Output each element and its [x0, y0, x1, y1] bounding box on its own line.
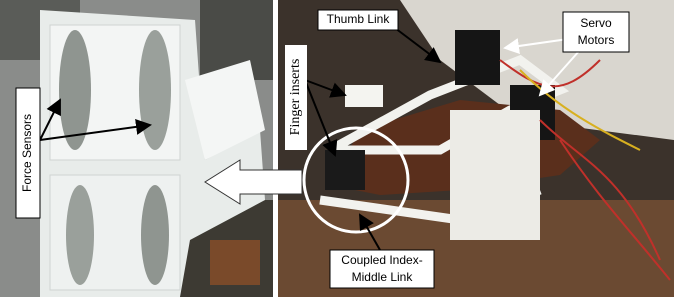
finger-inserts-label: Finger inserts: [288, 59, 303, 136]
divider: [273, 0, 278, 297]
servo-label: Motors: [578, 33, 615, 47]
thumb-link-label: Thumb Link: [327, 12, 391, 26]
servo-label: Servo: [580, 16, 612, 30]
figure: Force Sensors Thumb Link Servo Motors Fi…: [0, 0, 674, 297]
force-sensors-label: Force Sensors: [20, 114, 34, 192]
coupled-link-label: Coupled Index-: [341, 253, 422, 267]
left-photo: [0, 0, 273, 297]
coupled-link-label: Middle Link: [352, 270, 414, 284]
